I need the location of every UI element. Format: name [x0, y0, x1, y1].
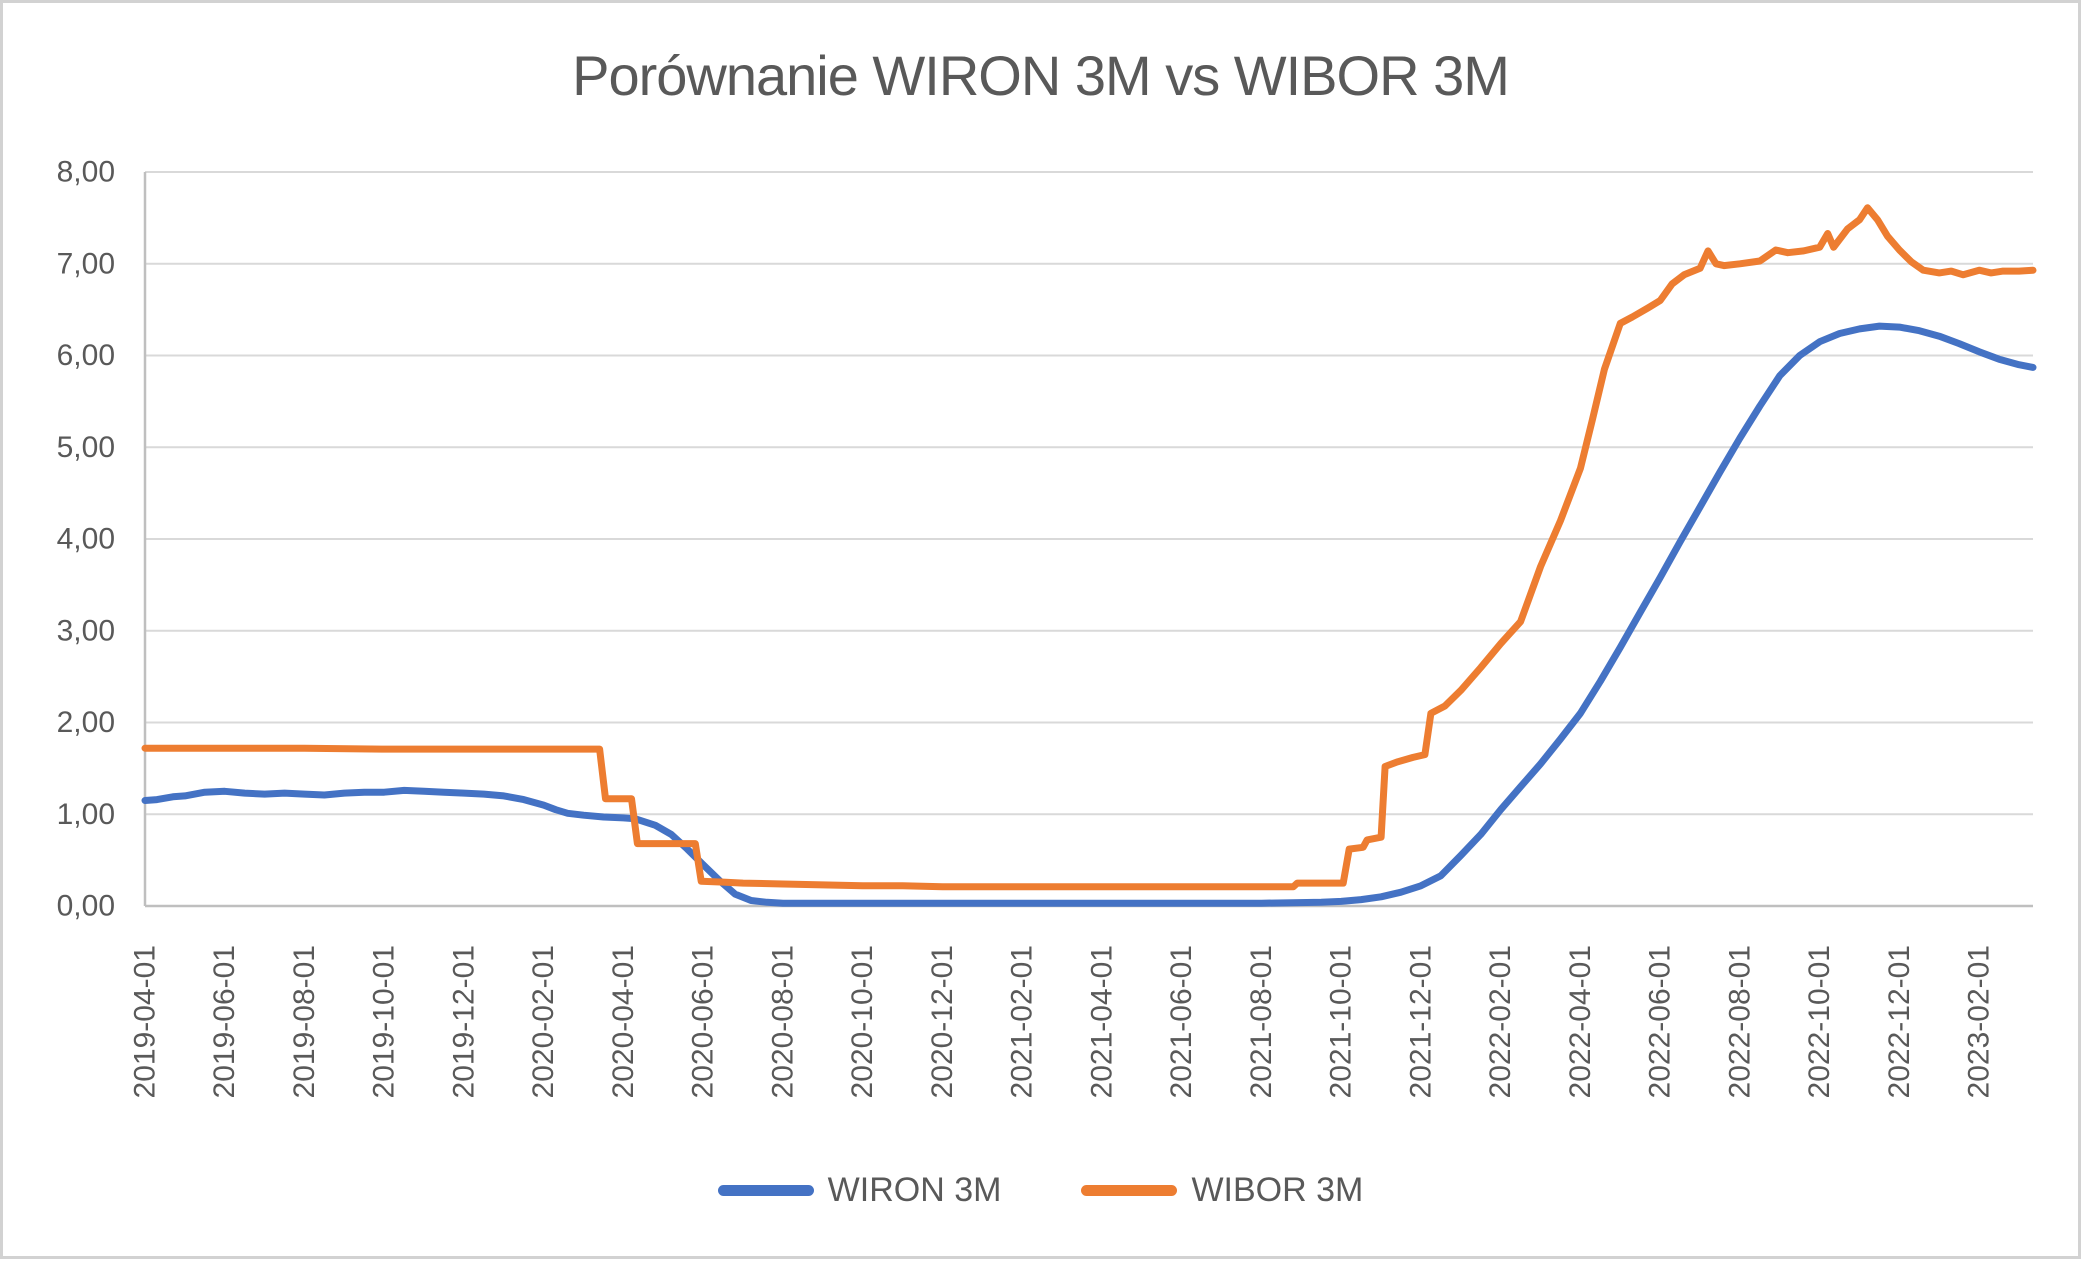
legend: WIRON 3M WIBOR 3M: [3, 1171, 2078, 1210]
x-tick-label: 2021-06-01: [1165, 945, 1198, 1098]
y-tick-label: 6,00: [57, 339, 115, 372]
y-tick-label: 1,00: [57, 798, 115, 831]
x-tick-label: 2022-04-01: [1564, 945, 1597, 1098]
x-tick-label: 2020-10-01: [846, 945, 879, 1098]
x-tick-label: 2019-06-01: [208, 945, 241, 1098]
x-tick-label: 2020-08-01: [767, 945, 800, 1098]
legend-label-wibor-3m: WIBOR 3M: [1191, 1171, 1364, 1209]
y-tick-label: 3,00: [57, 614, 115, 647]
y-tick-label: 7,00: [57, 247, 115, 280]
legend-label-wiron-3m: WIRON 3M: [827, 1171, 1002, 1209]
x-tick-label: 2021-02-01: [1006, 945, 1039, 1098]
x-tick-label: 2019-04-01: [129, 945, 162, 1098]
x-tick-label: 2019-08-01: [288, 945, 321, 1098]
legend-item-wibor-3m: WIBOR 3M: [1081, 1171, 1363, 1210]
y-tick-label: 0,00: [57, 890, 115, 923]
y-tick-label: 5,00: [57, 431, 115, 464]
x-tick-label: 2023-02-01: [1963, 945, 1996, 1098]
y-tick-label: 2,00: [57, 706, 115, 739]
x-tick-label: 2022-10-01: [1803, 945, 1836, 1098]
x-tick-label: 2021-10-01: [1325, 945, 1358, 1098]
x-tick-label: 2020-02-01: [527, 945, 560, 1098]
x-tick-label: 2020-12-01: [926, 945, 959, 1098]
x-tick-label: 2022-02-01: [1484, 945, 1517, 1098]
x-tick-label: 2019-10-01: [368, 945, 401, 1098]
x-tick-label: 2021-04-01: [1086, 945, 1119, 1098]
x-tick-label: 2022-08-01: [1723, 945, 1756, 1098]
legend-item-wiron-3m: WIRON 3M: [717, 1171, 1002, 1210]
chart-title: Porównanie WIRON 3M vs WIBOR 3M: [572, 44, 1510, 107]
x-tick-label: 2022-06-01: [1644, 945, 1677, 1098]
wiron-3m-line-swatch: [717, 1185, 814, 1196]
wibor-3m-line-swatch: [1081, 1185, 1178, 1196]
x-tick-label: 2020-06-01: [687, 945, 720, 1098]
series-line-wiron-3m: [141, 322, 2037, 907]
y-tick-label: 4,00: [57, 523, 115, 556]
plot-area: 8,00 7,00 6,00 5,00 4,00 3,00 2,00 1,00 0,00 2019…: [57, 156, 2037, 1098]
x-tick-label: 2020-04-01: [607, 945, 640, 1098]
series-line-wibor-3m: [141, 204, 2037, 891]
x-tick-label: 2021-08-01: [1245, 945, 1278, 1098]
x-tick-label: 2021-12-01: [1404, 945, 1437, 1098]
x-tick-label: 2019-12-01: [448, 945, 481, 1098]
x-tick-label: 2022-12-01: [1883, 945, 1916, 1098]
y-tick-label: 8,00: [57, 156, 115, 189]
